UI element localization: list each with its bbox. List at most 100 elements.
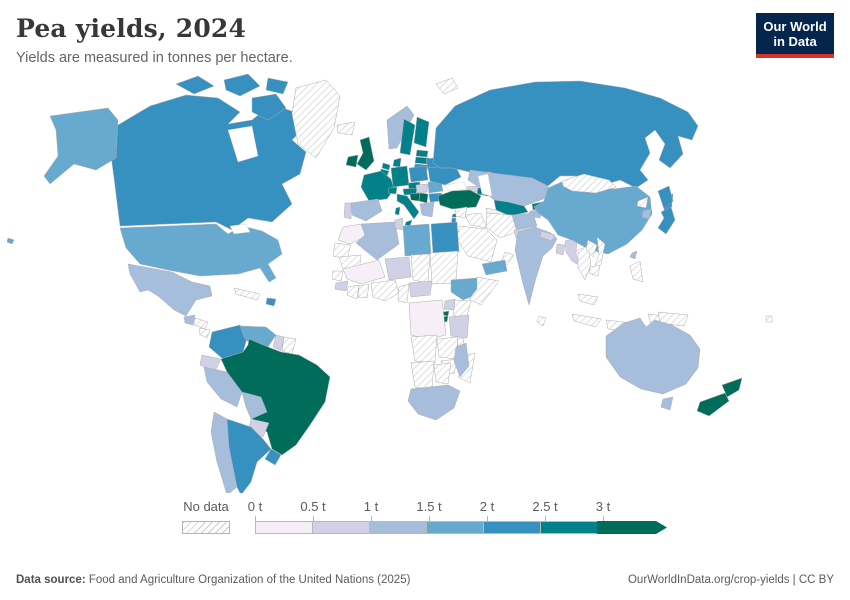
country-can[interactable]: Canada: 2–2.5 t: [265, 77, 289, 95]
country-gha[interactable]: Ghana: No data: [357, 283, 370, 299]
country-est[interactable]: Estonia: 2.5–3 t: [415, 149, 429, 158]
country-nga[interactable]: Nigeria: No data: [370, 279, 400, 302]
country-gtm[interactable]: Guatemala: 1–1.5 t: [183, 314, 196, 326]
country-lby[interactable]: Libya: 1.5–2 t: [402, 223, 432, 257]
country-grc[interactable]: Greece: 1–1.5 t: [419, 201, 435, 218]
legend-bin-0.5–1 t[interactable]: [312, 521, 370, 534]
country-hun[interactable]: Hungary: 0.5–1 t: [415, 183, 429, 194]
country-bra[interactable]: Brazil: 3+ t: [220, 338, 331, 456]
country-aus[interactable]: Australia: 1–1.5 t: [660, 396, 674, 411]
country-kor[interactable]: South Korea: 1–1.5 t: [641, 208, 652, 220]
country-ind[interactable]: India: 1–1.5 t: [514, 226, 558, 306]
country-bwa[interactable]: Botswana: No data: [433, 362, 452, 385]
country-isl[interactable]: Iceland: No data: [336, 121, 356, 136]
country-zaf[interactable]: South Africa: 1–1.5 t: [407, 384, 461, 421]
country-fra[interactable]: France: 2.5–3 t: [360, 170, 395, 202]
country-uga[interactable]: Uganda: 0.5–1 t: [443, 298, 456, 311]
country-mar[interactable]: Morocco: 0–0.5 t: [337, 223, 367, 245]
country-khm[interactable]: Cambodia: No data: [588, 264, 601, 277]
country-cub[interactable]: Cuba: No data: [233, 287, 261, 301]
legend-bin-2.5–3 t[interactable]: [540, 521, 598, 534]
owid-logo[interactable]: Our World in Data: [756, 13, 834, 58]
country-ury[interactable]: Uruguay: 2–2.5 t: [264, 448, 282, 466]
country-arg[interactable]: Argentina: 2–2.5 t: [226, 418, 272, 493]
country-twn[interactable]: Taiwan: 1–1.5 t: [629, 250, 638, 260]
country-syr[interactable]: Syria: No data: [454, 206, 468, 219]
country-dom[interactable]: Dominican Republic: 2–2.5 t: [265, 297, 277, 307]
country-tcd[interactable]: Chad: No data: [410, 253, 431, 284]
country-dnk[interactable]: Denmark: 2.5–3 t: [392, 157, 402, 168]
country-usa[interactable]: United States: 1.5–2 t: [43, 107, 119, 185]
country-mex[interactable]: Mexico: 1–1.5 t: [127, 263, 213, 317]
country-che[interactable]: Switzerland: 2.5–3 t: [387, 186, 398, 195]
country-irl[interactable]: Ireland: 3+ t: [345, 154, 359, 168]
country-deu[interactable]: Germany: 2.5–3 t: [390, 165, 410, 188]
country-egy[interactable]: Egypt: 2–2.5 t: [430, 221, 460, 255]
country-tun[interactable]: Tunisia: 0.5–1 t: [394, 217, 404, 231]
country-nzl[interactable]: New Zealand: 3+ t: [696, 392, 730, 417]
country-mdg[interactable]: Madagascar: 1–1.5 t: [453, 342, 470, 378]
country-phl[interactable]: Philippines: No data: [629, 260, 644, 283]
footer-link[interactable]: OurWorldInData.org/crop-yields | CC BY: [627, 574, 834, 586]
country-nld[interactable]: Netherlands: 2.5–3 t: [381, 162, 391, 171]
country-sen[interactable]: Senegal: No data: [331, 270, 344, 282]
country-som[interactable]: Somalia: No data: [468, 276, 500, 306]
country-guy[interactable]: Guyana: 0.5–1 t: [272, 334, 285, 352]
country-npl[interactable]: Nepal: 0.5–1 t: [539, 230, 556, 242]
country-gin[interactable]: Guinea: 0.5–1 t: [334, 280, 349, 292]
country-ita[interactable]: Italy: 2.5–3 t: [396, 193, 420, 220]
country-lka[interactable]: Sri Lanka: No data: [536, 315, 547, 327]
country-can[interactable]: Canada: 2–2.5 t: [223, 73, 261, 97]
country-yem[interactable]: Yemen: 1.5–2 t: [481, 259, 508, 276]
country-sau[interactable]: Saudi Arabia: No data: [455, 225, 498, 263]
legend-bin-0–0.5 t[interactable]: [255, 521, 313, 534]
country-fji[interactable]: Fiji: No data: [765, 315, 773, 323]
legend-bin-2–2.5 t[interactable]: [483, 521, 541, 534]
country-mng[interactable]: Mongolia: No data: [561, 173, 617, 194]
country-ita[interactable]: Italy: 2.5–3 t: [404, 219, 413, 227]
country-irq[interactable]: Iraq: No data: [464, 212, 488, 229]
country-sur[interactable]: Suriname: No data: [281, 336, 297, 355]
country-jpn[interactable]: Japan: 2–2.5 t: [657, 206, 676, 235]
country-idn[interactable]: Indonesia: No data: [571, 313, 602, 328]
country-afg[interactable]: Afghanistan: 1–1.5 t: [511, 212, 538, 230]
country-gbr[interactable]: United Kingdom: 3+ t: [356, 136, 375, 171]
country-aus[interactable]: Australia: 1–1.5 t: [605, 317, 701, 395]
country-nam[interactable]: Namibia: No data: [410, 360, 435, 391]
country-ago[interactable]: Angola: No data: [410, 334, 438, 364]
country-nic[interactable]: Nicaragua: No data: [198, 327, 211, 339]
country-can[interactable]: Canada: 2–2.5 t: [175, 75, 215, 95]
country-jpn[interactable]: Japan: 2–2.5 t: [657, 185, 674, 210]
country-cod[interactable]: Democratic Republic of Congo: 0–0.5 t: [408, 299, 447, 340]
country-bol[interactable]: Bolivia: 1–1.5 t: [241, 391, 268, 420]
legend-bin-1–1.5 t[interactable]: [369, 521, 427, 534]
country-caf[interactable]: Central African Republic: 0.5–1 t: [408, 280, 433, 298]
country-tza[interactable]: Tanzania: 0.5–1 t: [448, 314, 470, 339]
country-srb[interactable]: Serbia: 3+ t: [418, 192, 429, 204]
country-usa[interactable]: United States: 1.5–2 t: [6, 237, 15, 245]
country-irn[interactable]: Iran: No data: [485, 212, 520, 239]
country-dza[interactable]: Algeria: 1–1.5 t: [355, 221, 400, 261]
legend-bin-1.5–2 t[interactable]: [426, 521, 484, 534]
country-png[interactable]: Papua New Guinea: No data: [657, 311, 689, 327]
country-ner[interactable]: Niger: 0.5–1 t: [384, 256, 412, 281]
country-can[interactable]: Canada: 2–2.5 t: [109, 94, 307, 231]
country-fin[interactable]: Finland: 2.5–3 t: [413, 116, 430, 148]
country-tur[interactable]: Turkey: 3+ t: [437, 189, 482, 210]
country-prk[interactable]: North Korea: No data: [636, 196, 649, 209]
country-hnd[interactable]: Honduras: No data: [193, 317, 209, 330]
country-sdn[interactable]: Sudan: No data: [429, 250, 459, 285]
country-ita[interactable]: Italy: 2.5–3 t: [394, 206, 401, 216]
country-can[interactable]: Canada: 2–2.5 t: [251, 93, 287, 121]
country-mli[interactable]: Mali: 0–0.5 t: [342, 259, 386, 285]
country-lao[interactable]: Laos: No data: [585, 239, 598, 258]
legend-no-data-swatch[interactable]: [182, 521, 230, 534]
country-svb[interactable]: Svalbard: No data: [435, 77, 459, 95]
legend-bin-3+ t[interactable]: [597, 521, 667, 534]
country-swe[interactable]: Sweden: 2.5–3 t: [399, 118, 416, 156]
country-hrv[interactable]: Croatia: 3+ t: [409, 192, 421, 202]
country-pol[interactable]: Poland: 2–2.5 t: [408, 165, 429, 183]
country-bgd[interactable]: Bangladesh: 0.5–1 t: [555, 243, 566, 256]
country-nzl[interactable]: New Zealand: 3+ t: [721, 377, 743, 398]
country-prt[interactable]: Portugal: 0.5–1 t: [343, 202, 352, 220]
